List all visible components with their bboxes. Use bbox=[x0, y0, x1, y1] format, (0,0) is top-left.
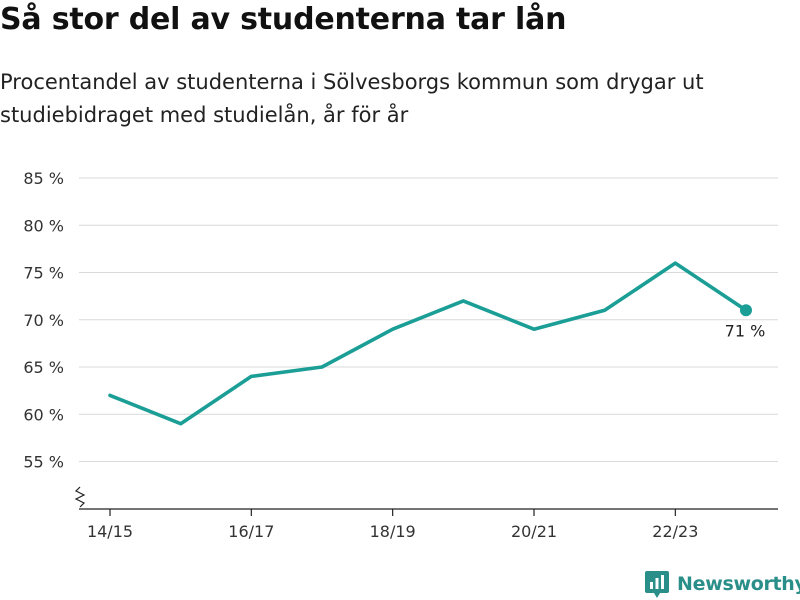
chart-subtitle: Procentandel av studenterna i Sölvesborg… bbox=[0, 70, 704, 127]
x-tick-label: 14/15 bbox=[87, 522, 133, 541]
y-tick-label: 55 % bbox=[23, 453, 64, 472]
brand-name: Newsworthy bbox=[677, 573, 800, 595]
brand-logo: Newsworthy bbox=[644, 569, 800, 599]
y-tick-label: 80 % bbox=[23, 216, 64, 235]
axis-break-icon bbox=[74, 486, 86, 508]
y-tick-label: 60 % bbox=[23, 405, 64, 424]
chart-title: Så stor del av studenterna tar lån bbox=[0, 2, 567, 37]
series-line bbox=[108, 261, 748, 426]
x-tick-label: 22/23 bbox=[652, 522, 698, 541]
last-point-label: 71 % bbox=[725, 321, 766, 340]
x-tick-label: 18/19 bbox=[370, 522, 416, 541]
newsworthy-logo-icon bbox=[645, 571, 669, 598]
gridlines bbox=[79, 177, 778, 462]
series-layer: 71 % bbox=[108, 261, 766, 426]
last-point-marker bbox=[740, 304, 752, 317]
x-tick-label: 16/17 bbox=[228, 522, 274, 541]
x-tick-label: 20/21 bbox=[511, 522, 557, 541]
y-tick-label: 85 % bbox=[23, 169, 64, 188]
y-tick-label: 70 % bbox=[23, 311, 64, 330]
x-axis: 14/15 16/17 18/19 20/21 22/23 bbox=[74, 486, 778, 541]
y-tick-label: 65 % bbox=[23, 358, 64, 377]
y-axis: 55 % 60 % 65 % 70 % 75 % 80 % 85 % bbox=[23, 169, 64, 472]
y-tick-label: 75 % bbox=[23, 264, 64, 283]
